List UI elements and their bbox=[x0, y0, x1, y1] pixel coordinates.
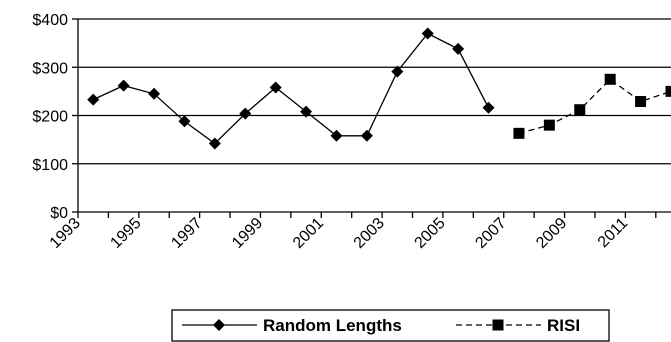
series-0-point-3 bbox=[178, 115, 191, 128]
x-tick-label-3: 1999 bbox=[229, 215, 266, 252]
legend-marker-0 bbox=[213, 319, 225, 331]
series-1 bbox=[513, 73, 671, 139]
y-tick-label-1: $100 bbox=[32, 157, 68, 174]
series-0-point-0 bbox=[87, 93, 100, 106]
series-0-point-4 bbox=[208, 137, 221, 150]
y-tick-label-4: $400 bbox=[32, 12, 68, 29]
y-axis-tick-labels: $0 $100 $200 $300 $400 bbox=[32, 12, 68, 222]
series-0-point-9 bbox=[360, 129, 373, 142]
series-1-point-3 bbox=[604, 73, 616, 85]
series-0-point-1 bbox=[117, 79, 130, 92]
y-tick-label-0: $0 bbox=[50, 205, 68, 222]
series-1-point-1 bbox=[543, 119, 555, 131]
series-0-point-11 bbox=[421, 27, 434, 40]
series-0-point-8 bbox=[330, 129, 343, 142]
x-tick-label-9: 2011 bbox=[595, 215, 631, 251]
x-tick-label-8: 2009 bbox=[533, 215, 570, 252]
legend: Random Lengths RISI bbox=[171, 309, 610, 342]
series-1-point-5 bbox=[665, 85, 671, 97]
series-1-point-0 bbox=[513, 127, 525, 139]
series-1-point-2 bbox=[574, 104, 586, 116]
series-0-point-2 bbox=[148, 87, 161, 100]
series-line-1 bbox=[518, 78, 671, 135]
x-tick-label-6: 2005 bbox=[412, 215, 449, 252]
x-tick-label-5: 2003 bbox=[351, 215, 388, 252]
legend-label-0: Random Lengths bbox=[263, 316, 402, 335]
x-tick-label-7: 2007 bbox=[472, 215, 509, 252]
series-0-point-13 bbox=[482, 101, 495, 114]
series-group bbox=[87, 27, 671, 150]
y-tick-label-3: $300 bbox=[32, 60, 68, 77]
x-tick-label-2: 1997 bbox=[168, 215, 205, 252]
series-line-0 bbox=[92, 32, 490, 145]
x-tick-label-4: 2001 bbox=[290, 215, 327, 252]
legend-marker-1 bbox=[492, 319, 504, 331]
series-0-point-12 bbox=[452, 42, 465, 55]
series-0 bbox=[87, 27, 495, 150]
series-0-point-7 bbox=[300, 105, 313, 118]
series-0-point-6 bbox=[269, 81, 282, 94]
series-0-point-10 bbox=[391, 65, 404, 78]
axes bbox=[72, 18, 671, 218]
x-axis-tick-labels: 1993 1995 1997 1999 2001 2003 2005 2007 2009 2011 bbox=[47, 215, 632, 252]
series-0-point-5 bbox=[239, 107, 252, 120]
legend-label-1: RISI bbox=[547, 316, 580, 335]
gridlines bbox=[78, 18, 671, 165]
series-1-point-4 bbox=[635, 96, 647, 108]
y-tick-label-2: $200 bbox=[32, 109, 68, 126]
x-tick-label-1: 1995 bbox=[107, 215, 144, 252]
